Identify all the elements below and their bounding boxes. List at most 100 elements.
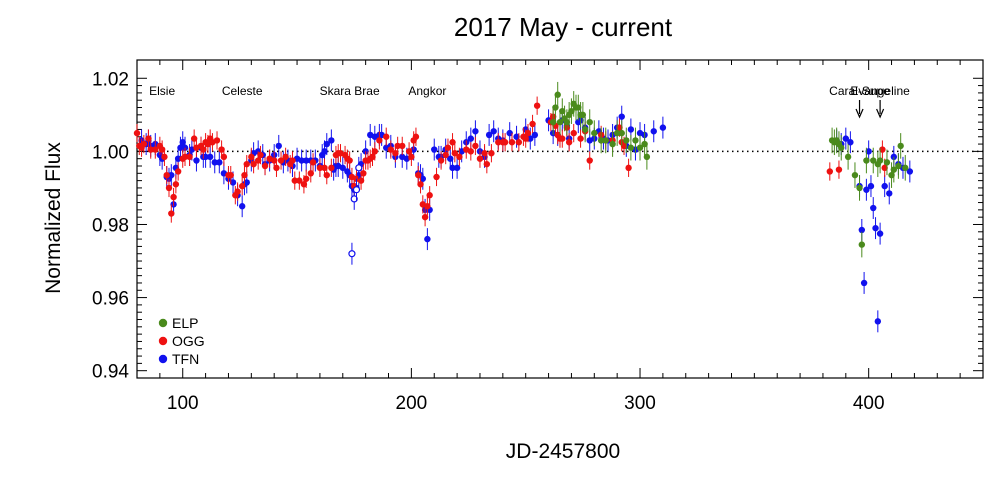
data-point-elp bbox=[563, 118, 571, 126]
data-point-tfn bbox=[881, 182, 888, 190]
data-point-ogg bbox=[168, 210, 175, 217]
data-point-tfn bbox=[328, 137, 335, 144]
data-point-ogg bbox=[415, 171, 422, 179]
y-tick-label: 0.94 bbox=[92, 362, 129, 383]
data-point-tfn bbox=[216, 159, 223, 166]
legend-marker-elp bbox=[158, 318, 168, 328]
data-point-tfn bbox=[618, 113, 625, 120]
data-point-tfn bbox=[865, 148, 872, 155]
data-point-ogg bbox=[483, 160, 491, 168]
data-point-elp bbox=[549, 118, 557, 126]
data-point-ogg bbox=[133, 129, 141, 137]
data-point-ogg bbox=[321, 164, 328, 172]
data-point-tfn bbox=[275, 142, 282, 150]
x-axis-label: JD-2457800 bbox=[506, 440, 620, 463]
data-point-tfn bbox=[202, 153, 209, 161]
data-point-ogg bbox=[291, 177, 298, 184]
data-point-tfn bbox=[431, 146, 438, 153]
data-point-ogg bbox=[289, 157, 296, 164]
data-point-ogg bbox=[616, 124, 623, 131]
data-point-elp bbox=[863, 157, 870, 164]
data-point-ogg bbox=[357, 177, 365, 184]
data-point-ogg bbox=[524, 129, 532, 137]
data-point-tfn bbox=[339, 164, 346, 172]
data-point-tfn bbox=[860, 279, 868, 287]
data-point-ogg bbox=[181, 153, 189, 161]
data-point-tfn bbox=[485, 131, 493, 139]
data-point-open bbox=[355, 164, 363, 172]
data-point-ogg bbox=[387, 146, 394, 153]
data-point-ogg bbox=[449, 139, 456, 146]
data-point-elp bbox=[641, 140, 648, 148]
data-point-ogg bbox=[444, 144, 452, 151]
data-point-ogg bbox=[165, 184, 173, 192]
data-point-elp bbox=[552, 104, 559, 111]
data-point-elp bbox=[579, 111, 587, 119]
data-point-ogg bbox=[424, 203, 431, 210]
data-point-tfn bbox=[229, 179, 237, 186]
data-point-tfn bbox=[177, 144, 184, 151]
data-point-ogg bbox=[152, 146, 159, 153]
data-point-elp bbox=[636, 144, 644, 151]
y-tick-label: 1.02 bbox=[92, 69, 129, 90]
data-point-ogg bbox=[254, 157, 262, 164]
data-point-ogg bbox=[190, 135, 198, 142]
data-point-tfn bbox=[872, 224, 879, 232]
data-point-ogg bbox=[248, 153, 255, 161]
data-point-ogg bbox=[399, 142, 406, 150]
data-point-tfn bbox=[419, 175, 427, 182]
event-label: Caral-Supe bbox=[829, 84, 890, 98]
event-label: Evangeline bbox=[850, 84, 910, 98]
data-point-tfn bbox=[449, 164, 456, 172]
data-point-elp bbox=[568, 107, 575, 115]
data-point-ogg bbox=[360, 170, 367, 177]
data-point-tfn bbox=[168, 171, 175, 179]
data-point-ogg bbox=[421, 213, 429, 221]
data-point-elp bbox=[602, 137, 609, 144]
data-point-ogg bbox=[261, 162, 269, 170]
data-point-tfn bbox=[650, 128, 657, 135]
data-point-ogg bbox=[147, 146, 154, 153]
data-point-tfn bbox=[467, 135, 475, 142]
data-point-ogg bbox=[570, 129, 577, 137]
data-point-elp bbox=[591, 129, 598, 137]
data-point-ogg bbox=[163, 171, 170, 179]
data-point-elp bbox=[554, 91, 561, 98]
data-point-elp bbox=[556, 118, 564, 126]
data-point-tfn bbox=[863, 186, 870, 193]
data-point-elp bbox=[856, 184, 863, 192]
data-point-ogg bbox=[218, 146, 225, 153]
data-point-tfn bbox=[874, 318, 882, 325]
data-point-ogg bbox=[170, 193, 177, 201]
plot-area: 100 200 300 400 0.94 0.96 0.98 1.00 1.02 Elsie Cel… bbox=[92, 59, 984, 414]
data-point-ogg bbox=[433, 173, 440, 181]
data-point-ogg bbox=[405, 148, 413, 155]
chart-title: 2017 May - current bbox=[454, 12, 673, 42]
data-point-ogg bbox=[408, 153, 415, 161]
data-point-elp bbox=[876, 157, 884, 164]
data-point-ogg bbox=[501, 139, 509, 146]
data-point-tfn bbox=[867, 182, 875, 190]
data-point-elp bbox=[844, 153, 852, 161]
y-axis-label: Normalized Flux bbox=[42, 142, 65, 294]
data-point-ogg bbox=[437, 157, 445, 164]
data-point-ogg bbox=[241, 171, 248, 179]
data-point-ogg bbox=[495, 139, 502, 146]
data-point-ogg bbox=[316, 164, 324, 172]
y-tick-label: 0.96 bbox=[92, 289, 129, 310]
data-point-tfn bbox=[211, 159, 218, 166]
data-point-ogg bbox=[625, 164, 632, 172]
data-point-tfn bbox=[870, 204, 877, 212]
data-point-ogg bbox=[881, 164, 888, 172]
data-point-tfn bbox=[453, 164, 461, 172]
data-point-ogg bbox=[879, 146, 886, 153]
data-point-tfn bbox=[876, 230, 884, 237]
data-point-elp bbox=[623, 137, 630, 144]
data-point-elp bbox=[618, 129, 625, 137]
data-point-ogg bbox=[234, 188, 241, 195]
data-point-elp bbox=[851, 171, 859, 179]
data-point-ogg bbox=[467, 148, 475, 155]
data-point-ogg bbox=[200, 146, 207, 153]
